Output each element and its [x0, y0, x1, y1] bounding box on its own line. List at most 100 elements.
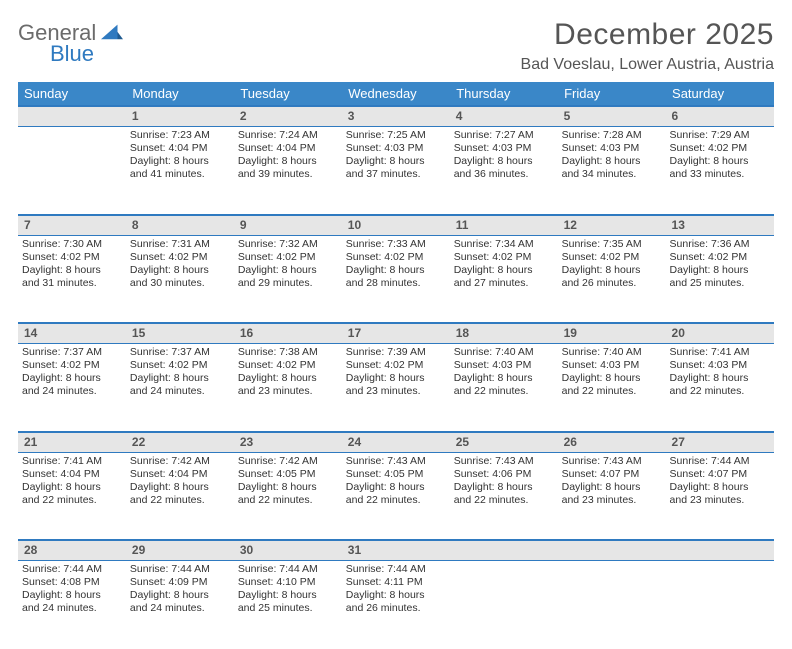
sunrise-line: Sunrise: 7:37 AM — [22, 346, 122, 359]
sunrise-line: Sunrise: 7:44 AM — [238, 563, 338, 576]
day-cell: Sunrise: 7:43 AMSunset: 4:06 PMDaylight:… — [450, 452, 558, 540]
sunset-line: Sunset: 4:11 PM — [346, 576, 446, 589]
day1-line: Daylight: 8 hours — [238, 589, 338, 602]
sunset-line: Sunset: 4:02 PM — [22, 359, 122, 372]
day-cell: Sunrise: 7:44 AMSunset: 4:09 PMDaylight:… — [126, 561, 234, 649]
day2-line: and 30 minutes. — [130, 277, 230, 290]
week-row: Sunrise: 7:23 AM Sunset: 4:04 PM Daylight:… — [18, 127, 774, 215]
day1-line: Daylight: 8 hours — [22, 481, 122, 494]
sunrise-line: Sunrise: 7:37 AM — [130, 346, 230, 359]
day-number: 7 — [18, 215, 126, 236]
sunset-line: Sunset: 4:06 PM — [454, 468, 554, 481]
sunrise-line: Sunrise: 7:40 AM — [562, 346, 662, 359]
day-number: 25 — [450, 432, 558, 453]
day-number: 17 — [342, 323, 450, 344]
sunrise-line: Sunrise: 7:32 AM — [238, 238, 338, 251]
day1-line: Daylight: 8 hours — [130, 481, 230, 494]
day2-line: and 22 minutes. — [22, 494, 122, 507]
day2-line: and 33 minutes. — [670, 168, 770, 181]
day-number: 13 — [666, 215, 774, 236]
sunset-line: Sunset: 4:04 PM — [238, 142, 338, 155]
day2-line: and 24 minutes. — [22, 602, 122, 615]
sunset-line: Sunset: 4:03 PM — [454, 359, 554, 372]
sunrise-line: Sunrise: 7:29 AM — [670, 129, 770, 142]
day2-line: and 25 minutes. — [670, 277, 770, 290]
day1-line: Daylight: 8 hours — [346, 155, 446, 168]
sunset-line: Sunset: 4:02 PM — [346, 251, 446, 264]
day-cell: Sunrise: 7:24 AMSunset: 4:04 PMDaylight:… — [234, 127, 342, 215]
day-cell: Sunrise: 7:44 AMSunset: 4:07 PMDaylight:… — [666, 452, 774, 540]
sunrise-line: Sunrise: 7:28 AM — [562, 129, 662, 142]
day-cell: Sunrise: 7:41 AMSunset: 4:04 PMDaylight:… — [18, 452, 126, 540]
day-cell: Sunrise: 7:27 AMSunset: 4:03 PMDaylight:… — [450, 127, 558, 215]
sunrise-line: Sunrise: 7:23 AM — [130, 129, 230, 142]
day1-line: Daylight: 8 hours — [238, 372, 338, 385]
day-number: 2 — [234, 106, 342, 127]
sunrise-line: Sunrise: 7:41 AM — [22, 455, 122, 468]
day1-line: Daylight: 8 hours — [346, 589, 446, 602]
title-block: December 2025 Bad Voeslau, Lower Austria… — [521, 18, 774, 74]
col-thursday: Thursday — [450, 82, 558, 106]
day1-line: Daylight: 8 hours — [670, 155, 770, 168]
location-subtitle: Bad Voeslau, Lower Austria, Austria — [521, 56, 774, 74]
day1-line: Daylight: 8 hours — [454, 372, 554, 385]
day2-line: and 28 minutes. — [346, 277, 446, 290]
sunset-line: Sunset: 4:02 PM — [130, 359, 230, 372]
day-number: 10 — [342, 215, 450, 236]
day-number: 4 — [450, 106, 558, 127]
day-cell: Sunrise: 7:40 AMSunset: 4:03 PMDaylight:… — [450, 344, 558, 432]
col-saturday: Saturday — [666, 82, 774, 106]
week-row: Sunrise: 7:30 AMSunset: 4:02 PMDaylight:… — [18, 235, 774, 323]
sunset-line: Sunset: 4:04 PM — [22, 468, 122, 481]
day2-line: and 24 minutes. — [130, 602, 230, 615]
day-number: 26 — [558, 432, 666, 453]
day1-line: Daylight: 8 hours — [454, 264, 554, 277]
sunset-line: Sunset: 4:02 PM — [130, 251, 230, 264]
logo: General Blue — [18, 18, 123, 65]
sunset-line: Sunset: 4:09 PM — [130, 576, 230, 589]
day1-line: Daylight: 8 hours — [454, 155, 554, 168]
col-tuesday: Tuesday — [234, 82, 342, 106]
day-cell: Sunrise: 7:37 AMSunset: 4:02 PMDaylight:… — [126, 344, 234, 432]
sunrise-line: Sunrise: 7:24 AM — [238, 129, 338, 142]
sunset-line: Sunset: 4:03 PM — [562, 142, 662, 155]
sunrise-line: Sunrise: 7:30 AM — [22, 238, 122, 251]
triangle-icon — [101, 22, 123, 40]
day-cell: Sunrise: 7:40 AMSunset: 4:03 PMDaylight:… — [558, 344, 666, 432]
sunset-line: Sunset: 4:03 PM — [346, 142, 446, 155]
day1-line: Daylight: 8 hours — [562, 155, 662, 168]
day-cell: Sunrise: 7:25 AMSunset: 4:03 PMDaylight:… — [342, 127, 450, 215]
day-number: 5 — [558, 106, 666, 127]
day-number: 12 — [558, 215, 666, 236]
day-number-row: 78910111213 — [18, 215, 774, 236]
day-number — [18, 106, 126, 127]
day-cell: Sunrise: 7:31 AMSunset: 4:02 PMDaylight:… — [126, 235, 234, 323]
sunset-line: Sunset: 4:02 PM — [238, 359, 338, 372]
sunset-line: Sunset: 4:03 PM — [670, 359, 770, 372]
sunrise-line: Sunrise: 7:42 AM — [238, 455, 338, 468]
day-number: 22 — [126, 432, 234, 453]
sunset-line: Sunset: 4:08 PM — [22, 576, 122, 589]
day2-line: and 22 minutes. — [238, 494, 338, 507]
day-cell: Sunrise: 7:23 AMSunset: 4:04 PMDaylight:… — [126, 127, 234, 215]
day-cell: Sunrise: 7:42 AMSunset: 4:05 PMDaylight:… — [234, 452, 342, 540]
day-number: 20 — [666, 323, 774, 344]
day-cell: Sunrise: 7:42 AMSunset: 4:04 PMDaylight:… — [126, 452, 234, 540]
day2-line: and 41 minutes. — [130, 168, 230, 181]
day2-line: and 23 minutes. — [562, 494, 662, 507]
sunrise-line: Sunrise: 7:35 AM — [562, 238, 662, 251]
col-friday: Friday — [558, 82, 666, 106]
sunrise-line: Sunrise: 7:43 AM — [346, 455, 446, 468]
sunset-line: Sunset: 4:07 PM — [670, 468, 770, 481]
sunset-line: Sunset: 4:03 PM — [562, 359, 662, 372]
day1-line: Daylight: 8 hours — [130, 264, 230, 277]
calendar-head: Sunday Monday Tuesday Wednesday Thursday… — [18, 82, 774, 106]
day-number-row: 28293031 — [18, 540, 774, 561]
day-cell — [558, 561, 666, 649]
day-number: 29 — [126, 540, 234, 561]
sunset-line: Sunset: 4:02 PM — [670, 142, 770, 155]
day-cell: Sunrise: 7:44 AMSunset: 4:08 PMDaylight:… — [18, 561, 126, 649]
day-cell: Sunrise: 7:28 AMSunset: 4:03 PMDaylight:… — [558, 127, 666, 215]
sunset-line: Sunset: 4:07 PM — [562, 468, 662, 481]
day-number: 1 — [126, 106, 234, 127]
